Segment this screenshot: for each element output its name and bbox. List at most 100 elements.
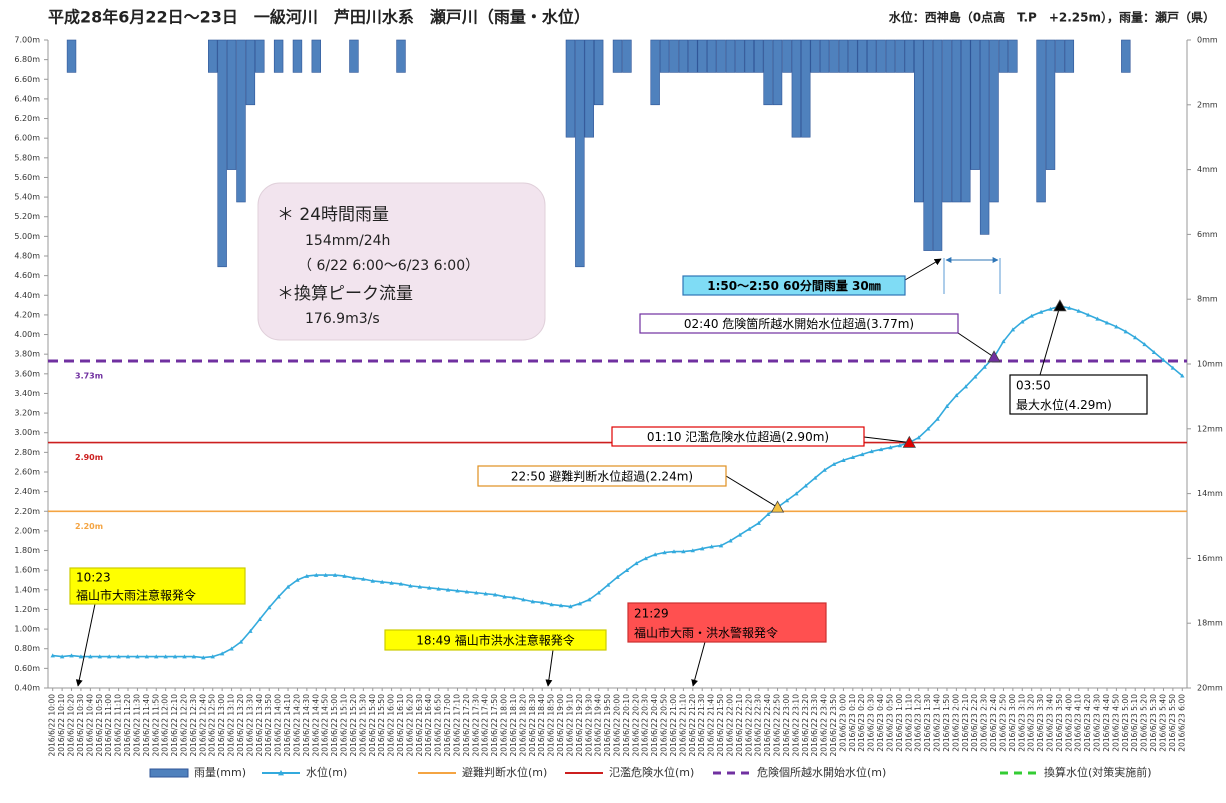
annotation-box — [1009, 374, 1148, 415]
water-level-point — [88, 654, 93, 659]
x-tick-label: 2016/6/22 10:50 — [95, 694, 104, 757]
x-tick-label: 2016/6/22 11:10 — [114, 694, 123, 757]
water-level-point — [615, 574, 620, 579]
water-level-point — [1010, 327, 1016, 332]
annotation-box — [639, 313, 959, 334]
x-tick-label: 2016/6/23 1:10 — [904, 694, 913, 752]
annotation-box — [69, 567, 246, 605]
x-tick-label: 2016/6/22 23:20 — [801, 694, 810, 757]
annotation-box — [682, 275, 906, 296]
x-tick-label: 2016/6/22 20:30 — [641, 694, 650, 757]
water-level-point — [248, 628, 253, 633]
x-tick-label: 2016/6/22 18:50 — [547, 694, 556, 757]
x-tick-label: 2016/6/23 1:40 — [933, 694, 942, 752]
y-tick-label: 4.40m — [14, 291, 40, 300]
water-level-point — [794, 491, 799, 496]
rain-bar — [706, 39, 717, 73]
y-tick-label: 3.80m — [14, 350, 40, 359]
water-level-point — [1038, 309, 1044, 314]
y-tick-label: 0.60m — [14, 664, 40, 673]
x-tick-label: 2016/6/23 0:20 — [857, 694, 866, 752]
annotation-text: 03:50 — [1016, 378, 1051, 392]
rain-bar — [688, 39, 698, 73]
rain-bar — [650, 39, 660, 106]
rain-bar — [349, 39, 359, 73]
rain-bar — [255, 39, 265, 73]
y-tick-label: 5.60m — [14, 173, 40, 182]
rain-bar — [584, 39, 594, 138]
water-level-point — [229, 646, 234, 651]
chart-title: 平成28年6月22日～23日 一級河川 芦田川水系 瀬戸川（雨量・水位） — [48, 8, 590, 27]
y-tick-label: 2.00m — [14, 526, 40, 535]
legend-label: 危険個所越水開始水位(m) — [757, 765, 886, 779]
x-tick-label: 2016/6/22 16:40 — [424, 694, 433, 757]
water-level-point — [69, 653, 74, 658]
x-tick-label: 2016/6/22 14:30 — [302, 694, 311, 757]
x-tick-label: 2016/6/23 0:10 — [848, 694, 857, 752]
rain-bar — [311, 39, 321, 73]
x-tick-label: 2016/6/22 16:10 — [396, 694, 405, 757]
x-tick-label: 2016/6/22 20:20 — [631, 694, 640, 757]
rain-bar — [565, 39, 576, 138]
x-tick-label: 2016/6/22 12:50 — [208, 694, 217, 757]
water-level-point — [201, 655, 206, 660]
y-tick-label: 1.80m — [14, 546, 40, 555]
x-tick-label: 2016/6/22 23:10 — [791, 694, 800, 757]
y-tick-label: 6.80m — [14, 55, 40, 64]
x-tick-label: 2016/6/22 21:20 — [688, 694, 697, 757]
rain-bar — [866, 39, 877, 73]
water-level-point — [747, 526, 752, 531]
rain-bar — [697, 39, 707, 73]
y2-tick-label: 4mm — [1197, 165, 1218, 174]
pointer — [904, 258, 942, 281]
y-tick-label: 2.80m — [14, 448, 40, 457]
water-level-point — [549, 602, 554, 607]
note-text: ＊換算ピーク流量 — [277, 284, 413, 304]
water-level-point — [737, 532, 743, 537]
water-level-point — [925, 426, 931, 431]
x-tick-label: 2016/6/22 23:00 — [782, 694, 791, 757]
x-tick-label: 2016/6/22 21:50 — [716, 694, 725, 757]
water-level-point — [116, 654, 121, 659]
x-tick-label: 2016/6/22 19:30 — [584, 694, 593, 757]
water-level-point — [323, 572, 328, 577]
x-tick-label: 2016/6/22 14:40 — [311, 694, 320, 757]
x-tick-label: 2016/6/22 12:00 — [161, 694, 170, 757]
water-level-point — [144, 654, 150, 659]
x-tick-label: 2016/6/22 23:40 — [820, 694, 829, 757]
water-level-point — [1048, 306, 1053, 311]
x-tick-label: 2016/6/22 11:40 — [142, 694, 151, 757]
rain-bar — [208, 39, 218, 73]
x-tick-label: 2016/6/22 12:10 — [170, 694, 179, 757]
annotation-box — [384, 629, 607, 651]
rain-bar — [1121, 39, 1131, 73]
rain-bar — [217, 39, 227, 268]
x-tick-label: 2016/6/22 15:40 — [368, 694, 377, 757]
rain-bar — [66, 39, 77, 73]
x-tick-label: 2016/6/22 17:00 — [443, 694, 452, 757]
rain-bar — [622, 39, 632, 73]
water-level-point — [427, 585, 432, 590]
x-tick-label: 2016/6/22 16:30 — [415, 694, 424, 757]
water-level-point — [398, 581, 404, 586]
y2-tick-label: 0mm — [1197, 36, 1218, 45]
x-tick-label: 2016/6/22 10:00 — [48, 694, 57, 757]
water-level-point — [59, 654, 65, 659]
water-level-point — [276, 594, 281, 599]
x-tick-label: 2016/6/23 5:30 — [1149, 694, 1158, 752]
rain-bar — [932, 39, 943, 251]
water-level-point — [530, 599, 535, 604]
x-tick-label: 2016/6/23 2:50 — [998, 694, 1007, 752]
x-tick-label: 2016/6/23 1:30 — [923, 694, 932, 752]
x-tick-label: 2016/6/22 22:20 — [744, 694, 753, 757]
x-tick-label: 2016/6/22 10:10 — [57, 694, 66, 757]
annotation-arrow — [75, 603, 96, 687]
rain-bar — [895, 39, 905, 73]
rain-bar — [810, 39, 820, 73]
event-point — [1053, 299, 1067, 312]
rain-bar — [396, 39, 406, 73]
x-tick-label: 2016/6/22 17:20 — [462, 694, 471, 757]
x-tick-label: 2016/6/22 23:30 — [810, 694, 819, 757]
rain-bar — [914, 39, 924, 203]
rain-bar — [848, 39, 858, 73]
